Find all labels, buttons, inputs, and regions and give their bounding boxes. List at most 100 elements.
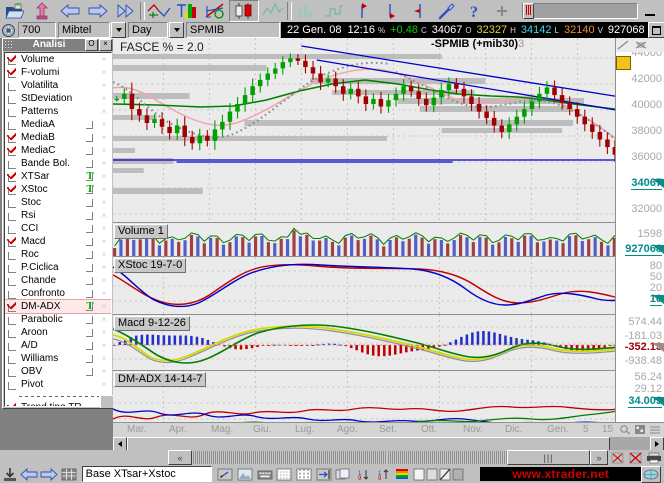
checkbox-icon[interactable] (7, 132, 18, 143)
analisi-item-roc[interactable]: Roc × (5, 248, 111, 261)
remove-indicator-icon[interactable]: × (101, 263, 107, 272)
analisi-item-pivot[interactable]: Pivot × (5, 378, 111, 391)
fast-forward-icon[interactable] (112, 1, 140, 21)
save-icon[interactable] (0, 466, 20, 483)
open-file-icon[interactable] (0, 1, 28, 21)
analisi-item-volatilita[interactable]: Volatilita × (5, 79, 111, 92)
checkbox-icon[interactable] (7, 223, 18, 234)
submenu-corner-icon[interactable] (86, 186, 93, 194)
gray-swatch-icon[interactable] (425, 466, 438, 483)
analisi-item-confronto[interactable]: Confronto × (5, 287, 111, 300)
submenu-corner-icon[interactable] (86, 199, 93, 207)
checkbox-icon[interactable] (7, 249, 18, 260)
checkbox-icon[interactable] (7, 184, 18, 195)
checkbox-icon[interactable] (7, 158, 18, 169)
analisi-titlebar[interactable]: Analisi O × (3, 39, 113, 51)
checkbox-icon[interactable] (7, 106, 18, 117)
analisi-restore-button[interactable]: O (85, 39, 98, 51)
remove-indicator-icon[interactable]: × (101, 224, 107, 233)
white-swatch-icon[interactable] (412, 466, 425, 483)
down-marker-icon[interactable] (376, 1, 404, 21)
code-field[interactable]: 700 (18, 22, 56, 38)
submenu-corner-icon[interactable] (86, 147, 93, 155)
keyboard-icon[interactable] (255, 466, 275, 483)
chart-area[interactable]: FASCE % = 2.0 -SPMIB (+mib30)3 (113, 38, 664, 452)
grid-icon[interactable] (633, 423, 647, 436)
remove-indicator-icon[interactable]: × (101, 380, 107, 389)
checkbox-icon[interactable] (7, 353, 18, 364)
checkbox-icon[interactable] (7, 314, 18, 325)
checkbox-icon[interactable] (7, 80, 18, 91)
analisi-item-macd[interactable]: Macd × (5, 235, 111, 248)
analisi-item-aroon[interactable]: Aroon × (5, 326, 111, 339)
checkbox-icon[interactable] (7, 171, 18, 182)
checkbox-icon[interactable] (7, 145, 18, 156)
bottom-scroll-thumb[interactable]: ||| (507, 450, 590, 465)
analisi-item-p-ciclica[interactable]: P.Ciclica × (5, 261, 111, 274)
timeframe-field[interactable]: Day (128, 22, 168, 38)
submenu-corner-icon[interactable] (86, 238, 93, 246)
market-field[interactable]: Mibtel (58, 22, 110, 38)
hatched-pane-1[interactable] (192, 451, 387, 464)
remove-indicator-icon[interactable]: × (101, 276, 107, 285)
remove-indicator-icon[interactable]: × (101, 315, 107, 324)
analisi-item-mediab[interactable]: MediaB × (5, 131, 111, 144)
submenu-corner-icon[interactable] (86, 264, 93, 272)
highlight-icon[interactable] (616, 56, 631, 70)
remove-indicator-icon[interactable]: × (101, 198, 107, 207)
analisi-item-mediac[interactable]: MediaC × (5, 144, 111, 157)
submenu-corner-icon[interactable] (86, 160, 93, 168)
remove-indicator-icon[interactable]: × (101, 302, 107, 311)
remove-indicator-icon[interactable]: × (101, 133, 107, 142)
collapse-handle[interactable]: « (168, 450, 192, 465)
analisi-action-trend-tipo-tr[interactable]: Trend tipo TR (5, 401, 111, 406)
remove-indicator-icon[interactable]: × (101, 120, 107, 129)
checkbox-icon[interactable] (7, 366, 18, 377)
submenu-corner-icon[interactable] (86, 277, 93, 285)
submenu-corner-icon[interactable] (86, 290, 93, 298)
trend-badge-icon[interactable]: T (86, 170, 94, 182)
submenu-corner-icon[interactable] (86, 342, 93, 350)
back-arrow-icon[interactable] (56, 1, 84, 21)
globe-icon[interactable] (641, 465, 662, 483)
analisi-item-f-volumi[interactable]: F-volumi × (5, 66, 111, 79)
table-icon[interactable] (274, 466, 294, 483)
toolbar-slider-thumb[interactable] (523, 3, 534, 19)
upload-icon[interactable] (28, 1, 56, 21)
add-icon[interactable] (488, 1, 516, 21)
submenu-corner-icon[interactable] (86, 121, 93, 129)
checkbox-icon[interactable] (7, 379, 18, 390)
toolbar-slider[interactable] (522, 3, 638, 19)
submenu-corner-icon[interactable] (86, 173, 93, 181)
hatched-pane-2[interactable] (387, 451, 507, 464)
timeframe-dropdown-arrow[interactable] (169, 22, 184, 38)
delete-all-icon[interactable] (626, 449, 644, 466)
remove-indicator-icon[interactable]: × (101, 159, 107, 168)
minimize-button[interactable] (640, 3, 660, 19)
restore-window-button[interactable] (647, 22, 664, 38)
analisi-item-rsi[interactable]: Rsi × (5, 209, 111, 222)
analisi-item-xtsar[interactable]: XTSar T × (5, 170, 111, 183)
analisi-item-parabolic[interactable]: Parabolic × (5, 313, 111, 326)
analisi-item-mediaa[interactable]: MediaA × (5, 118, 111, 131)
checkbox-icon[interactable] (7, 327, 18, 338)
checkbox-icon[interactable] (7, 67, 18, 78)
submenu-corner-icon[interactable] (86, 329, 93, 337)
columns-icon[interactable] (294, 466, 314, 483)
vendor-url[interactable]: www.xtrader.net (480, 467, 641, 481)
remove-indicator-icon[interactable]: × (101, 81, 107, 90)
scroll-left-button[interactable] (113, 436, 127, 451)
remove-indicator-icon[interactable]: × (101, 146, 107, 155)
remove-indicator-icon[interactable]: × (101, 341, 107, 350)
checkbox-icon[interactable] (7, 262, 18, 273)
text-label-icon[interactable] (173, 1, 201, 21)
delete-row-icon[interactable] (608, 449, 626, 466)
remove-indicator-icon[interactable]: × (101, 328, 107, 337)
analisi-item-dm-adx[interactable]: DM-ADX T × (5, 299, 111, 314)
submenu-corner-icon[interactable] (86, 368, 93, 376)
checkbox-icon[interactable] (7, 402, 18, 406)
remove-indicator-icon[interactable]: × (101, 367, 107, 376)
remove-indicator-icon[interactable]: × (101, 250, 107, 259)
checkbox-icon[interactable] (7, 288, 18, 299)
